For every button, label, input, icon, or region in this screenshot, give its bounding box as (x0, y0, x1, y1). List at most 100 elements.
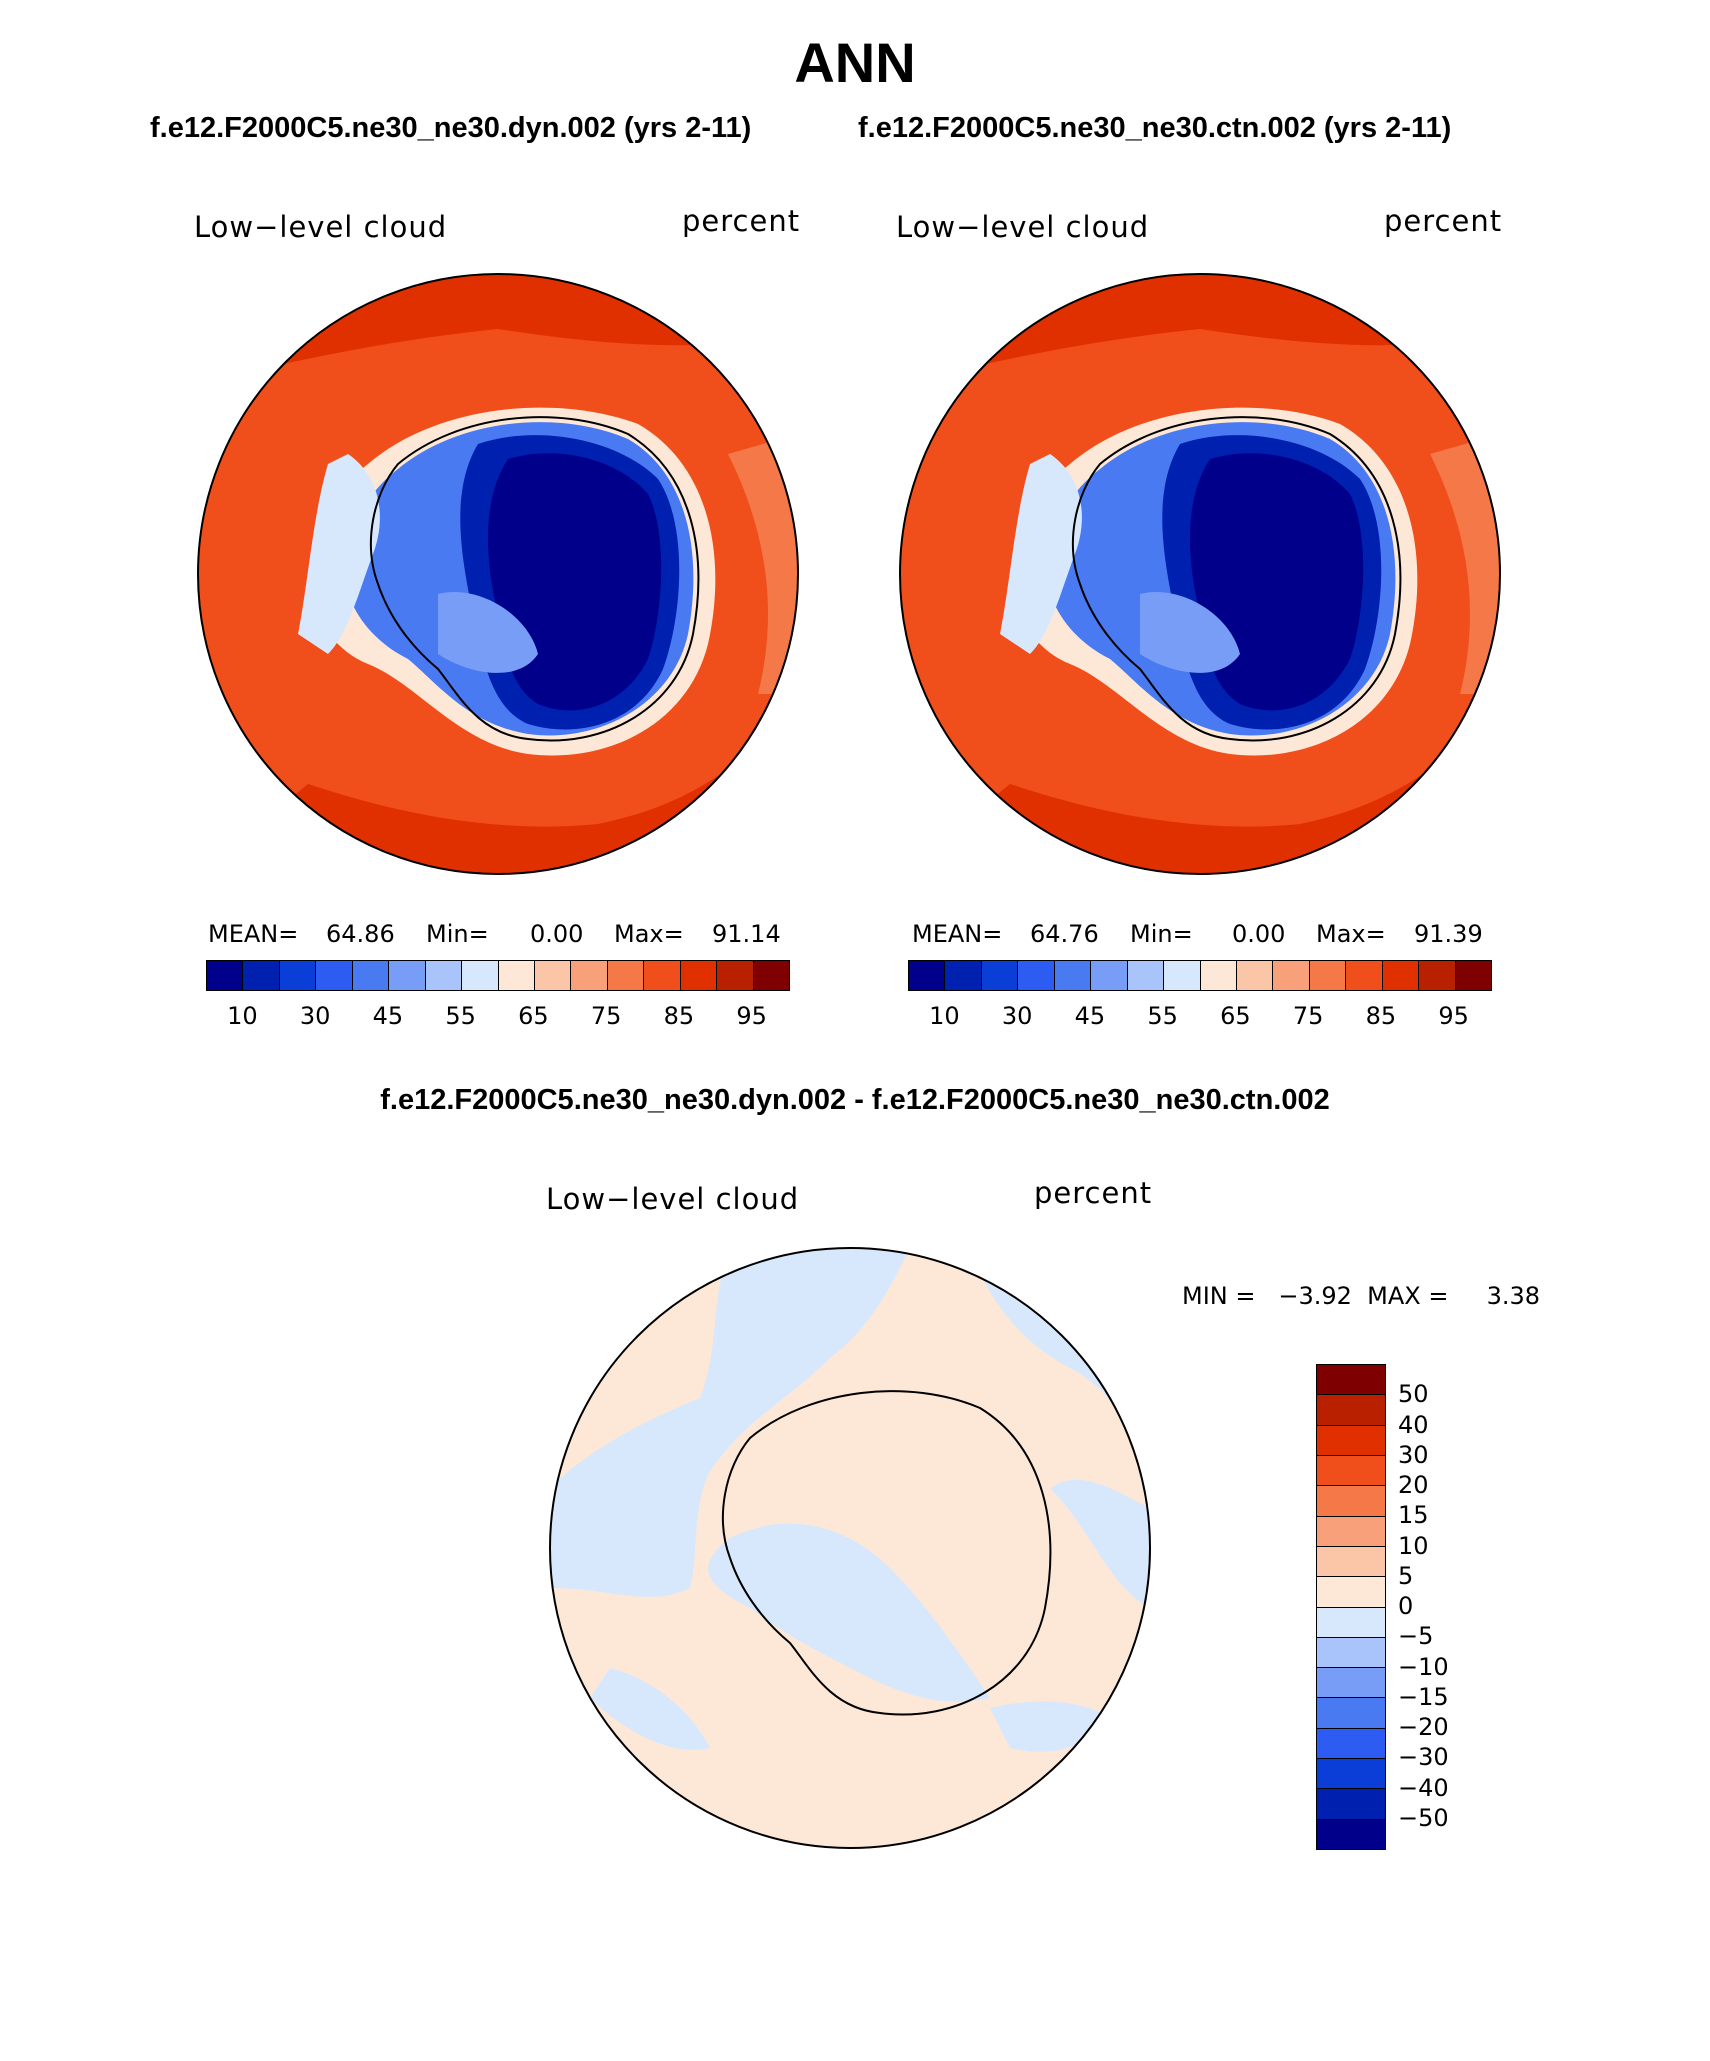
colorbar-swatch (909, 961, 946, 990)
right-map-border (899, 273, 1501, 875)
right-map-southband (900, 694, 1500, 874)
right-map (899, 273, 1501, 875)
colorbar-swatch (1382, 961, 1420, 990)
colorbar-tick-label: −50 (1398, 1803, 1449, 1832)
left-mean-label: MEAN= (208, 920, 299, 948)
diff-map-coastline (721, 1390, 1052, 1716)
right-mean-label: MEAN= (912, 920, 1003, 948)
colorbar-swatch (717, 961, 754, 990)
right-map-peninsula (1000, 454, 1082, 654)
right-map-east-patch (1430, 434, 1500, 694)
colorbar-swatch (1317, 1425, 1385, 1456)
colorbar-swatch (1317, 1668, 1385, 1699)
diff-map-border (549, 1247, 1151, 1849)
left-max-value: 91.14 (712, 920, 781, 948)
right-mean-value: 64.76 (1030, 920, 1099, 948)
colorbar-swatch (1317, 1819, 1385, 1849)
colorbar-swatch (534, 961, 572, 990)
colorbar-swatch (1317, 1759, 1385, 1790)
diff-stats: MIN = −3.92 MAX = 3.38 (1182, 1282, 1541, 1310)
right-map-ross-sea (1140, 592, 1240, 673)
right-max-value: 91.39 (1414, 920, 1483, 948)
colorbar-swatch (1317, 1516, 1385, 1547)
colorbar-tick-label: 55 (1147, 1002, 1178, 1030)
colorbar-tick-label: 55 (445, 1002, 476, 1030)
colorbar-swatch (498, 961, 535, 990)
colorbar-tick-label: 40 (1398, 1410, 1429, 1439)
colorbar-swatch (352, 961, 390, 990)
colorbar-tick-label: −20 (1398, 1713, 1449, 1741)
colorbar-tick-label: 5 (1398, 1561, 1414, 1590)
colorbar-swatch (1054, 961, 1092, 990)
left-min-label: Min= (426, 920, 489, 948)
colorbar-swatch (1317, 1486, 1385, 1517)
colorbar-swatch (1317, 1395, 1385, 1426)
colorbar-tick-label: 0 (1398, 1592, 1414, 1620)
colorbar-tick-label: 10 (929, 1002, 960, 1030)
colorbar-swatch (571, 961, 608, 990)
colorbar-swatch (1164, 961, 1201, 990)
left-units-label: percent (682, 204, 801, 238)
colorbar-swatch (243, 961, 280, 990)
page-title: ANN (794, 31, 916, 94)
left-map-border (197, 273, 799, 875)
colorbar-tick-label: 65 (518, 1002, 549, 1030)
colorbar-swatch (1346, 961, 1383, 990)
left-variable-label: Low−level cloud (194, 210, 448, 244)
colorbar-swatch (316, 961, 353, 990)
colorbar-swatch (1317, 1637, 1385, 1669)
colorbar-swatch (207, 961, 244, 990)
colorbar-swatch (981, 961, 1019, 990)
left-map (197, 273, 799, 875)
colorbar-swatch (425, 961, 463, 990)
colorbar-swatch (1127, 961, 1165, 990)
left-map-east-patch (728, 434, 798, 694)
colorbar-swatch (1317, 1607, 1385, 1638)
diff-map-negative-sw (590, 1668, 710, 1750)
left-colorbar (206, 960, 790, 991)
colorbar-swatch (680, 961, 718, 990)
left-mean-value: 64.86 (326, 920, 395, 948)
colorbar-tick-label: 45 (372, 1002, 404, 1030)
colorbar-swatch (462, 961, 499, 990)
colorbar-tick-label: 10 (227, 1002, 258, 1030)
right-map-coastline (1071, 416, 1402, 742)
colorbar-tick-label: 95 (736, 1002, 767, 1030)
colorbar-swatch (279, 961, 317, 990)
colorbar-tick-label: −5 (1398, 1622, 1434, 1651)
diff-map-negative-e (1050, 1479, 1150, 1608)
left-map-ross-sea (438, 592, 538, 673)
colorbar-tick-label: 75 (1292, 1002, 1324, 1030)
colorbar-tick-label: 20 (1398, 1471, 1429, 1499)
colorbar-tick-label: 75 (590, 1002, 622, 1030)
diff-variable-label: Low−level cloud (546, 1182, 800, 1216)
colorbar-tick-label: 30 (1001, 1002, 1033, 1030)
diff-title: f.e12.F2000C5.ne30_ne30.dyn.002 - f.e12.… (380, 1084, 1330, 1116)
colorbar-swatch (1317, 1546, 1385, 1578)
right-variable-label: Low−level cloud (896, 210, 1150, 244)
colorbar-swatch (1309, 961, 1347, 990)
colorbar-swatch (1317, 1577, 1385, 1608)
diff-units-label: percent (1034, 1176, 1153, 1210)
colorbar-swatch (1455, 961, 1491, 990)
left-min-value: 0.00 (530, 920, 584, 948)
colorbar-tick-label: 15 (1398, 1501, 1429, 1530)
colorbar-swatch (1091, 961, 1128, 990)
diff-colorbar (1316, 1364, 1386, 1850)
colorbar-tick-label: 95 (1438, 1002, 1469, 1030)
right-min-value: 0.00 (1232, 920, 1286, 948)
colorbar-tick-label: 85 (663, 1002, 695, 1030)
diff-map-negative-nw (550, 1248, 910, 1597)
colorbar-swatch (1200, 961, 1237, 990)
colorbar-tick-label: 85 (1365, 1002, 1397, 1030)
right-colorbar (908, 960, 1492, 991)
right-max-label: Max= (1316, 920, 1386, 948)
colorbar-swatch (1317, 1365, 1385, 1396)
colorbar-tick-label: −40 (1398, 1773, 1449, 1802)
colorbar-tick-label: −30 (1398, 1743, 1449, 1772)
colorbar-swatch (607, 961, 645, 990)
right-map-plateau-core (1190, 453, 1364, 711)
diff-map (549, 1247, 1151, 1849)
colorbar-swatch (389, 961, 426, 990)
colorbar-swatch (1236, 961, 1274, 990)
